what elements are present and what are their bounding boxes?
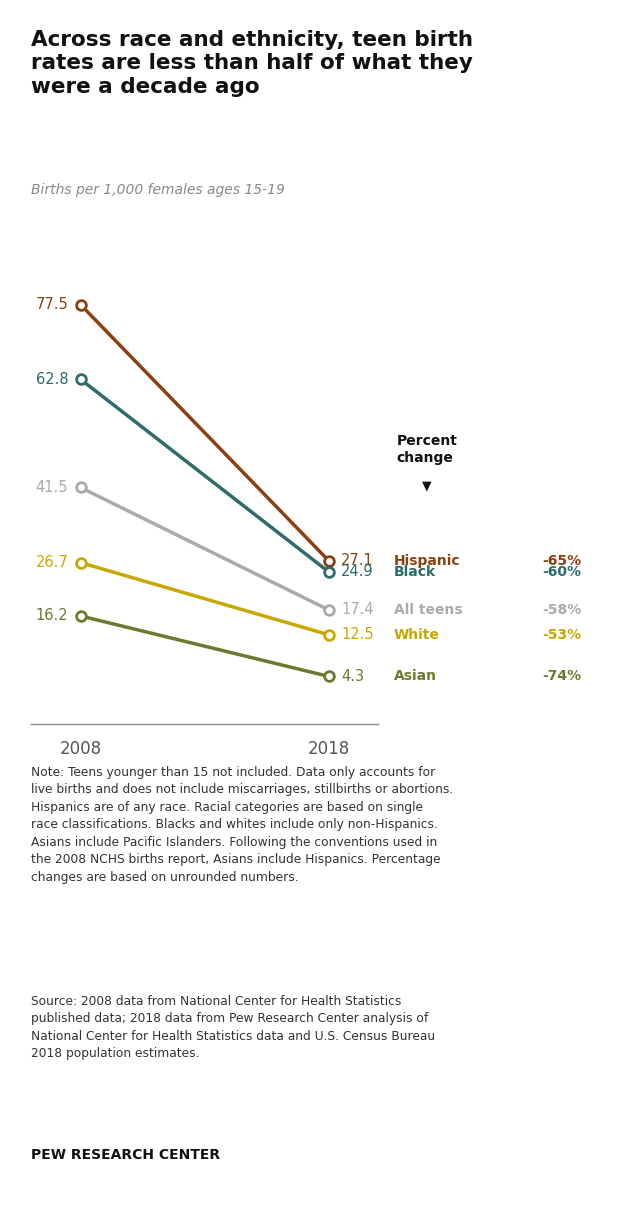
Text: 4.3: 4.3 xyxy=(341,669,364,684)
Text: -58%: -58% xyxy=(542,603,582,616)
Text: PEW RESEARCH CENTER: PEW RESEARCH CENTER xyxy=(31,1148,220,1163)
Text: -65%: -65% xyxy=(542,554,582,568)
Text: Hispanic: Hispanic xyxy=(394,554,460,568)
Text: Source: 2008 data from National Center for Health Statistics
published data; 201: Source: 2008 data from National Center f… xyxy=(31,995,435,1060)
Text: 27.1: 27.1 xyxy=(341,554,374,568)
Text: White: White xyxy=(394,628,440,642)
Text: 26.7: 26.7 xyxy=(35,555,68,570)
Text: 77.5: 77.5 xyxy=(35,297,68,312)
Text: Across race and ethnicity, teen birth
rates are less than half of what they
were: Across race and ethnicity, teen birth ra… xyxy=(31,30,473,96)
Text: 62.8: 62.8 xyxy=(35,371,68,387)
Text: Asian: Asian xyxy=(394,669,436,684)
Text: 12.5: 12.5 xyxy=(341,627,374,643)
Text: -74%: -74% xyxy=(542,669,582,684)
Text: Note: Teens younger than 15 not included. Data only accounts for
live births and: Note: Teens younger than 15 not included… xyxy=(31,766,453,884)
Text: ▼: ▼ xyxy=(422,480,432,493)
Text: Black: Black xyxy=(394,564,436,579)
Text: Births per 1,000 females ages 15-19: Births per 1,000 females ages 15-19 xyxy=(31,183,285,198)
Text: 16.2: 16.2 xyxy=(35,609,68,624)
Text: 24.9: 24.9 xyxy=(341,564,374,579)
Text: 17.4: 17.4 xyxy=(341,602,374,617)
Text: -60%: -60% xyxy=(542,564,582,579)
Text: Percent
change: Percent change xyxy=(397,434,458,466)
Text: All teens: All teens xyxy=(394,603,463,616)
Text: -53%: -53% xyxy=(542,628,582,642)
Text: 41.5: 41.5 xyxy=(36,480,68,494)
